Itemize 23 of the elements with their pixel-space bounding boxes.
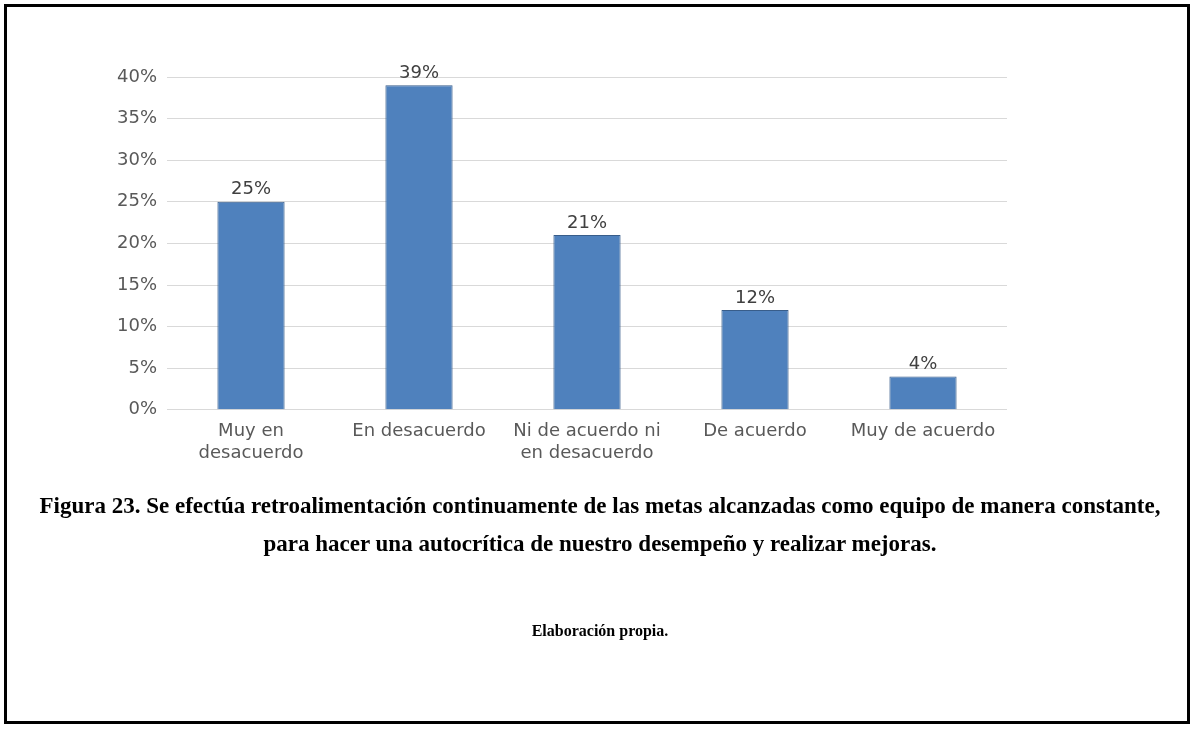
x-tick-label: Muy de acuerdo bbox=[850, 419, 996, 441]
data-label: 21% bbox=[567, 210, 608, 232]
y-tick-label: 30% bbox=[116, 147, 158, 169]
y-tick-label: 0% bbox=[128, 397, 158, 419]
category-label: Muy en bbox=[218, 419, 284, 441]
data-label: 4% bbox=[908, 352, 938, 374]
category-label: Ni de acuerdo ni bbox=[513, 419, 661, 441]
y-tick-label: 10% bbox=[116, 314, 158, 336]
text: Figura 23. Se efectúa retroalimentación continuamente de las metas alcanzadas como equipo de manera constante, para hacer una autocrítica de nuestro desempeño y realizar mejoras. bbox=[38, 492, 1162, 558]
data-label: 39% bbox=[399, 60, 440, 82]
y-tick-label: 20% bbox=[116, 231, 158, 253]
category-label: desacuerdo bbox=[198, 440, 304, 462]
text: Elaboración propia. bbox=[530, 622, 670, 640]
data-label: 12% bbox=[734, 285, 776, 307]
x-tick-label: De acuerdo bbox=[703, 419, 807, 441]
y-tick-label: 5% bbox=[128, 355, 158, 377]
y-tick-label: 35% bbox=[116, 106, 158, 128]
y-tick-label: 40% bbox=[116, 64, 158, 86]
data-label: 25% bbox=[231, 177, 272, 199]
y-tick-label: 15% bbox=[116, 272, 158, 294]
x-tick-label: En desacuerdo bbox=[352, 419, 486, 441]
category-label: en desacuerdo bbox=[520, 440, 654, 462]
y-tick-label: 25% bbox=[116, 189, 158, 211]
